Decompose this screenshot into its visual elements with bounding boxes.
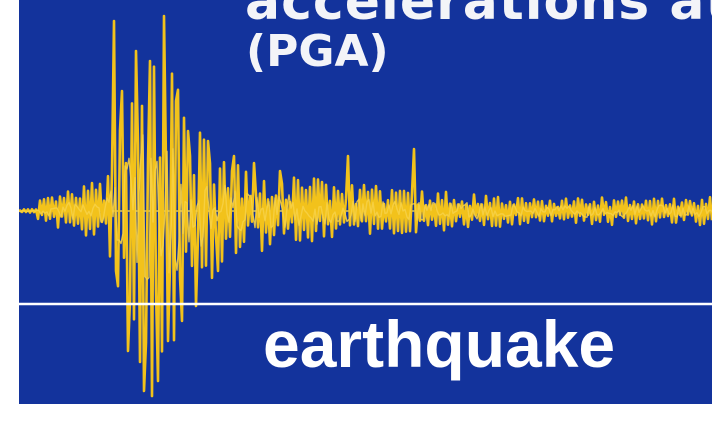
pga-label: (PGA) [246,26,389,77]
seismogram-panel: accelerations at (PGA) earthquake [19,0,712,404]
seismogram-trace-detail [19,134,712,281]
heading-fragment: accelerations at [245,0,712,32]
seismogram-graphic [19,0,712,404]
seismogram-trace-icon [19,14,712,398]
earthquake-label: earthquake [263,307,616,381]
